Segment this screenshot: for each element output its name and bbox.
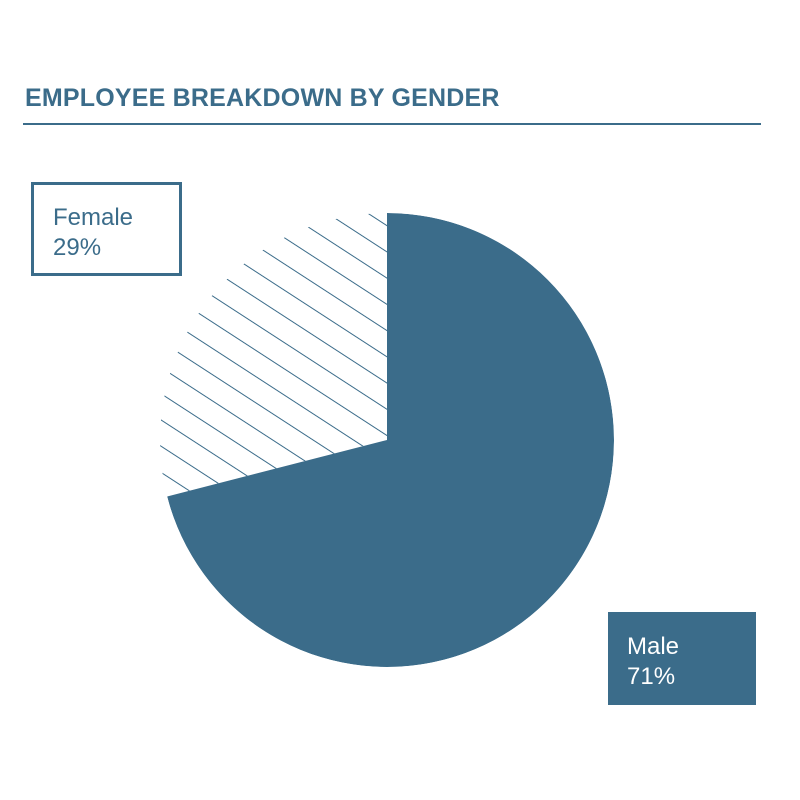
female-label: Female [53, 204, 134, 231]
pie-slice-male [167, 213, 614, 667]
male-label: Male [627, 633, 680, 660]
female-callout: Female 29% [31, 182, 182, 276]
female-percent: 29% [53, 234, 102, 261]
male-callout: Male 71% [608, 612, 756, 705]
chart-title: EMPLOYEE BREAKDOWN BY GENDER [25, 84, 500, 112]
pie-slice-female [160, 213, 387, 497]
male-percent: 71% [627, 663, 676, 690]
title-divider [23, 123, 761, 125]
